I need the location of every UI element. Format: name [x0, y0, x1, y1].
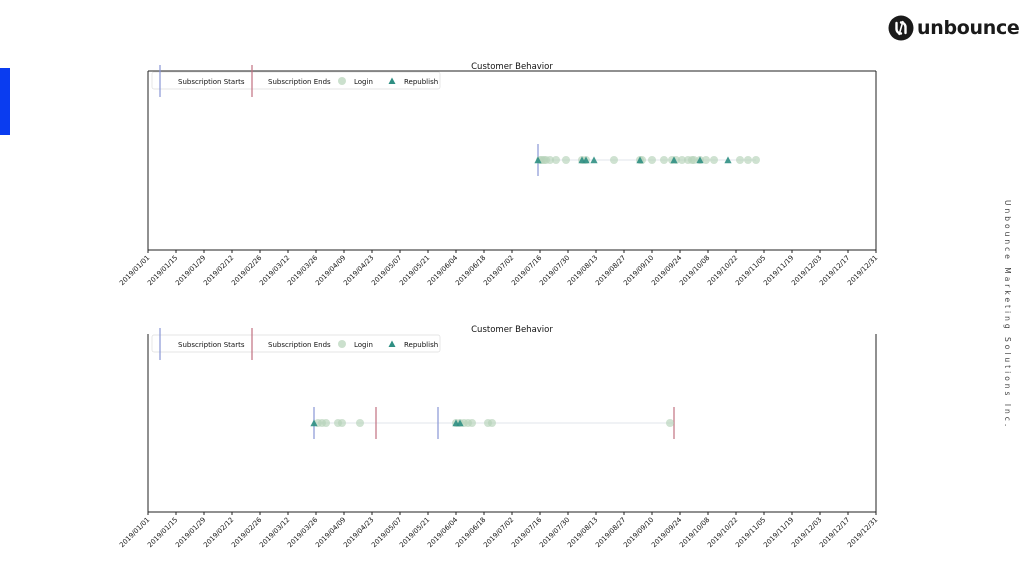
republish-point	[582, 156, 590, 164]
x-tick-label: 2019/12/31	[846, 254, 879, 287]
republish-point	[724, 156, 732, 164]
login-point	[552, 156, 560, 164]
legend-box	[151, 71, 441, 90]
legend-label: Republish	[404, 341, 438, 349]
legend-label: Login	[354, 78, 373, 86]
login-point	[546, 156, 554, 164]
republish-point	[456, 419, 464, 427]
unbounce-logo-icon	[888, 15, 914, 41]
republish-point	[590, 156, 598, 164]
login-point	[562, 156, 570, 164]
legend-marker	[338, 340, 346, 348]
login-point	[690, 156, 698, 164]
login-point	[702, 156, 710, 164]
brand-name: unbounce	[917, 17, 1020, 39]
chart-2: Customer Behavior2019/01/012019/01/15201…	[118, 325, 879, 549]
login-point	[356, 419, 364, 427]
legend-label: Login	[354, 341, 373, 349]
republish-point	[696, 156, 704, 164]
login-point	[488, 419, 496, 427]
login-point	[752, 156, 760, 164]
x-tick-label: 2019/12/31	[846, 516, 879, 549]
republish-point	[310, 419, 318, 427]
login-point	[666, 419, 674, 427]
login-point	[322, 419, 330, 427]
legend: Subscription Starts Subscription Ends Logi…	[151, 328, 441, 360]
chart-1: Customer Behavior2019/01/012019/01/15201…	[118, 62, 879, 287]
legend-label: Subscription Ends	[268, 341, 331, 349]
republish-point	[670, 156, 678, 164]
republish-point	[534, 156, 542, 164]
legend-marker	[388, 340, 396, 347]
login-point	[678, 156, 686, 164]
login-point	[648, 156, 656, 164]
login-point	[610, 156, 618, 164]
legend-label: Subscription Starts	[178, 341, 245, 349]
chart-title: Customer Behavior	[471, 325, 553, 335]
chart-title: Customer Behavior	[471, 62, 553, 72]
accent-bar	[0, 68, 10, 135]
legend-label: Subscription Starts	[178, 78, 245, 86]
republish-point	[636, 156, 644, 164]
legend-box	[151, 334, 441, 353]
legend-marker	[388, 77, 396, 84]
login-point	[660, 156, 668, 164]
legend: Subscription Starts Subscription Ends Logi…	[151, 65, 441, 97]
legend-marker	[338, 77, 346, 85]
legend-label: Republish	[404, 78, 438, 86]
login-point	[710, 156, 718, 164]
login-point	[736, 156, 744, 164]
brand-logo: unbounce	[888, 15, 1020, 41]
company-side-text: Unbounce Marketing Solutions Inc.	[1003, 200, 1012, 430]
login-point	[338, 419, 346, 427]
login-point	[744, 156, 752, 164]
login-point	[468, 419, 476, 427]
legend-label: Subscription Ends	[268, 78, 331, 86]
